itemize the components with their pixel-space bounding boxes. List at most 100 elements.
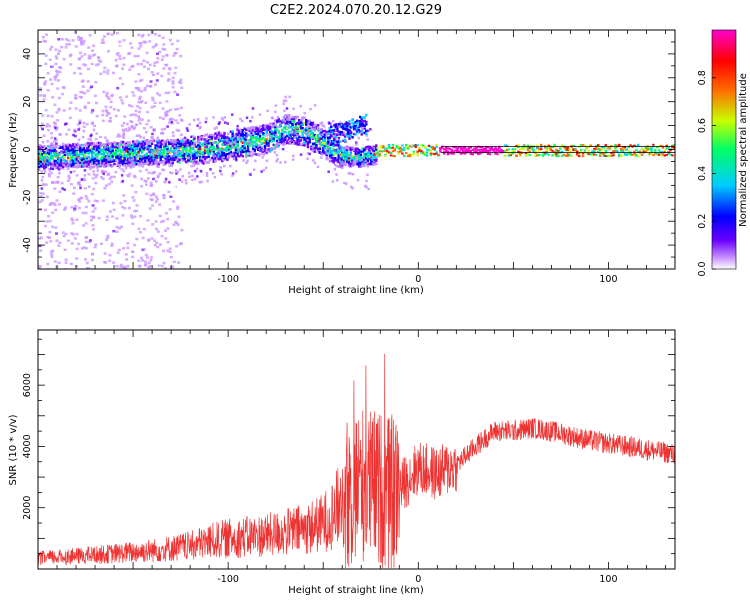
heatmap-cell [336, 133, 338, 135]
heatmap-cell [194, 178, 197, 181]
heatmap-cell [262, 149, 265, 152]
heatmap-cell [106, 139, 109, 142]
heatmap-cell [314, 162, 317, 165]
heatmap-cell [177, 122, 180, 125]
heatmap-cell [368, 158, 371, 161]
heatmap-cell [193, 138, 196, 141]
heatmap-cell [347, 135, 349, 137]
heatmap-cell [200, 170, 203, 173]
heatmap-cell [158, 203, 161, 206]
heatmap-cell [283, 103, 286, 106]
heatmap-cell [120, 99, 123, 102]
heatmap-cell [135, 87, 138, 90]
heatmap-cell [154, 33, 157, 36]
heatmap-cell [179, 168, 182, 171]
heatmap-cell [164, 141, 167, 144]
heatmap-cell [157, 151, 160, 154]
heatmap-cell [57, 79, 60, 82]
heatmap-cell [252, 107, 255, 110]
heatmap-cell [121, 174, 124, 177]
heatmap-cell [208, 136, 211, 139]
heatmap-cell [165, 212, 168, 215]
heatmap-cell [67, 129, 70, 132]
heatmap-cell [70, 263, 73, 266]
heatmap-cell [51, 161, 54, 164]
heatmap-cell [106, 215, 109, 218]
heatmap-cell [138, 117, 141, 120]
heatmap-cell [49, 78, 52, 81]
heatmap-cell [103, 35, 106, 38]
heatmap-cell [222, 118, 225, 121]
heatmap-cell [186, 144, 189, 147]
heatmap-cell [107, 174, 110, 177]
heatmap-cell [43, 183, 46, 186]
heatmap-cell [337, 160, 340, 163]
heatmap-cell [231, 146, 234, 149]
heatmap-cell [148, 262, 151, 265]
heatmap-cell [650, 149, 652, 151]
heatmap-cell [194, 141, 197, 144]
heatmap-cell [72, 192, 75, 195]
heatmap-cell [122, 180, 125, 183]
heatmap-cell [496, 153, 498, 155]
heatmap-cell [150, 182, 153, 185]
heatmap-cell [317, 124, 319, 126]
heatmap-cell [58, 242, 61, 245]
heatmap-cell [125, 167, 128, 170]
heatmap-cell [230, 151, 232, 153]
heatmap-cell [159, 243, 162, 246]
heatmap-cell [136, 155, 139, 158]
heatmap-cell [654, 149, 656, 151]
heatmap-cell [75, 107, 78, 110]
heatmap-cell [114, 171, 117, 174]
heatmap-cell [172, 118, 175, 121]
heatmap-cell [122, 170, 125, 173]
heatmap-cell [179, 55, 182, 58]
heatmap-cell [286, 107, 289, 110]
heatmap-cell [56, 71, 59, 74]
heatmap-cell [146, 85, 149, 88]
heatmap-cell [341, 161, 344, 164]
heatmap-cell [84, 187, 87, 190]
heatmap-cell [162, 132, 165, 135]
heatmap-cell [273, 124, 276, 127]
heatmap-cell [60, 67, 63, 70]
heatmap-cell [185, 182, 188, 185]
heatmap-cell [186, 127, 189, 130]
heatmap-cell [142, 34, 145, 37]
heatmap-cell [76, 248, 79, 251]
heatmap-cell [227, 133, 230, 136]
heatmap-cell [43, 145, 45, 147]
heatmap-cell [597, 144, 599, 146]
heatmap-cell [184, 137, 187, 140]
heatmap-cell [330, 126, 332, 128]
heatmap-cell [113, 163, 115, 165]
heatmap-cell [56, 199, 59, 202]
heatmap-cell [50, 172, 53, 175]
heatmap-cell [41, 123, 44, 126]
heatmap-cell [470, 147, 472, 149]
heatmap-cell [40, 150, 43, 153]
heatmap-cell [84, 107, 87, 110]
heatmap-cell [333, 133, 335, 135]
heatmap-cell [365, 160, 368, 163]
heatmap-cell [156, 198, 159, 201]
heatmap-cell [151, 136, 154, 139]
heatmap-cell [489, 153, 491, 155]
heatmap-cell [350, 152, 352, 154]
heatmap-cell [79, 96, 82, 99]
heatmap-cell [348, 123, 350, 125]
heatmap-cell [292, 129, 295, 132]
heatmap-cell [335, 123, 337, 125]
heatmap-cell [157, 176, 160, 179]
heatmap-cell [51, 83, 54, 86]
heatmap-cell [293, 121, 295, 123]
heatmap-cell [136, 135, 139, 138]
heatmap-cell [205, 117, 208, 120]
heatmap-cell [259, 132, 262, 135]
heatmap-cell [193, 119, 196, 122]
heatmap-cell [50, 256, 53, 259]
heatmap-cell [41, 179, 44, 182]
heatmap-cell [269, 136, 272, 139]
heatmap-cell [56, 87, 59, 90]
